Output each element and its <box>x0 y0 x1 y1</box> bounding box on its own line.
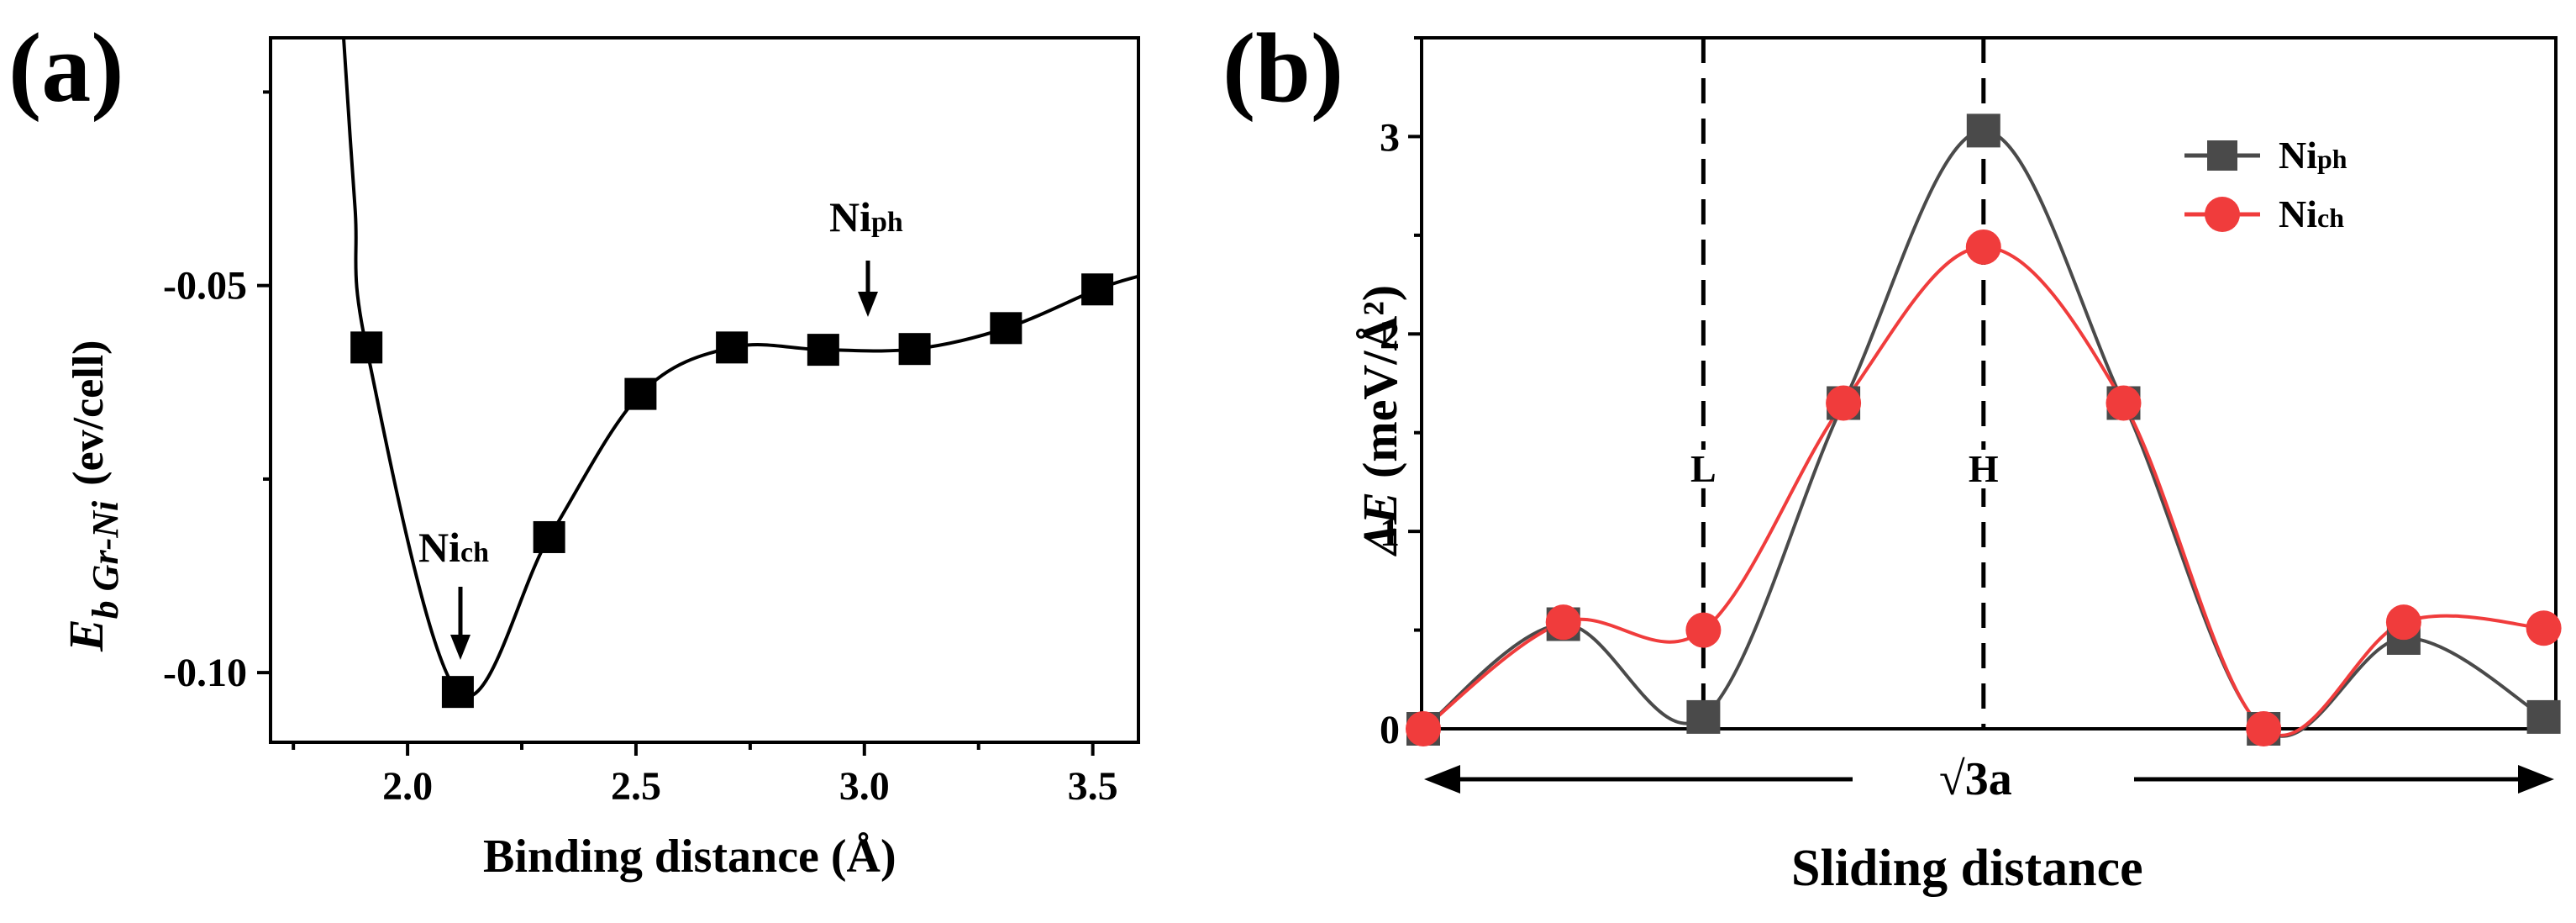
y-tick-label: 2 <box>1380 313 1400 357</box>
data-point-ni-ph <box>1686 699 1721 734</box>
span-label: √3a <box>1939 753 2012 805</box>
x-tick-label: 2.0 <box>382 764 433 809</box>
chart-a-annotations: Nich Niph <box>418 193 903 660</box>
data-point-ni-ch <box>2385 604 2421 641</box>
chart-a-curve <box>341 37 1139 699</box>
y-tick-label: 3 <box>1380 115 1400 160</box>
legend-marker-ni-ch <box>2205 197 2240 232</box>
svg-text:ΔE(meV/Å²): ΔE(meV/Å²) <box>1353 285 1407 556</box>
data-point-ni-ph <box>1966 113 2000 148</box>
y-tick-label: -0.10 <box>163 651 247 695</box>
span-arrow-left-head <box>1424 765 1460 794</box>
plot-frame-b <box>1420 36 2558 730</box>
x-tick-label: 2.5 <box>611 764 661 809</box>
data-point <box>898 333 931 366</box>
data-point <box>624 377 657 410</box>
plot-frame-a <box>269 36 1140 744</box>
y-axis-label-a: Eb Gr-Ni(ev/cell) <box>59 340 126 652</box>
x-tick-label: 3.5 <box>1068 764 1118 809</box>
chart-a: 2.0 2.5 3.0 3.5 -0.05 -0.10 Nich Niph Binding… <box>59 36 1140 883</box>
x-tick-label: 3.0 <box>839 764 890 809</box>
arrow-ni-ph-head <box>858 292 878 317</box>
annotation-ni-ph: Niph <box>829 193 903 240</box>
y-tick-label: -0.05 <box>163 264 247 309</box>
data-point-ni-ch <box>1406 711 1441 746</box>
data-point <box>807 334 839 367</box>
reference-label-h: H <box>1969 447 1999 490</box>
chart-a-points <box>350 273 1114 709</box>
annotation-ni-ch: Nich <box>418 524 489 571</box>
data-point-ni-ch <box>1826 385 1862 421</box>
y-tick-label: 0 <box>1380 708 1400 752</box>
data-point-ni-ch <box>2105 385 2142 421</box>
span-arrows: √3a <box>1424 753 2554 805</box>
data-point-ni-ch <box>1965 229 2001 265</box>
legend-b: Niph Nich <box>2184 134 2347 235</box>
chart-b-ticks: 0 1 2 3 <box>1380 36 1422 752</box>
panel-a-label: (a) <box>8 13 124 123</box>
data-point <box>350 331 383 364</box>
y-axis-label-b: ΔE(meV/Å²) <box>1353 285 1407 556</box>
data-point-ni-ch <box>1685 612 1722 648</box>
svg-text:Eb Gr-Ni(ev/cell): Eb Gr-Ni(ev/cell) <box>59 340 126 652</box>
x-axis-label-b: Sliding distance <box>1791 840 2143 897</box>
data-point-ni-ch <box>1545 604 1581 641</box>
series-ni-ch-points <box>1406 229 2562 746</box>
arrow-ni-ch-head <box>450 635 471 660</box>
x-axis-label-a: Binding distance (Å) <box>483 831 896 883</box>
panel-b-label: (b) <box>1222 13 1343 123</box>
data-point-ni-ph <box>2526 699 2561 734</box>
y-tick-label: 1 <box>1380 510 1400 555</box>
legend-marker-ni-ph <box>2207 140 2237 171</box>
legend-label-ni-ch: Nich <box>2279 193 2344 235</box>
data-point <box>1081 273 1114 306</box>
data-point-ni-ch <box>2526 610 2562 646</box>
data-point <box>990 312 1023 345</box>
legend-label-ni-ph: Niph <box>2279 134 2347 177</box>
data-point <box>533 520 565 553</box>
span-arrow-right-head <box>2518 765 2554 794</box>
data-point <box>441 676 474 709</box>
chart-a-ticks: 2.0 2.5 3.0 3.5 -0.05 -0.10 <box>163 90 1118 809</box>
reference-label-l: L <box>1690 447 1716 490</box>
data-point <box>716 331 749 364</box>
data-point-ni-ch <box>2246 711 2282 746</box>
